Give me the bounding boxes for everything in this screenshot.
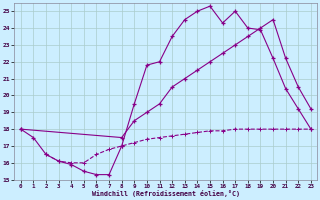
X-axis label: Windchill (Refroidissement éolien,°C): Windchill (Refroidissement éolien,°C) — [92, 190, 240, 197]
